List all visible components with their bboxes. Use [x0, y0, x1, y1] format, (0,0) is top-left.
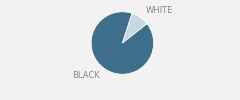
- Wedge shape: [122, 13, 147, 43]
- Text: BLACK: BLACK: [72, 71, 100, 80]
- Text: WHITE: WHITE: [145, 6, 173, 15]
- Wedge shape: [91, 12, 154, 74]
